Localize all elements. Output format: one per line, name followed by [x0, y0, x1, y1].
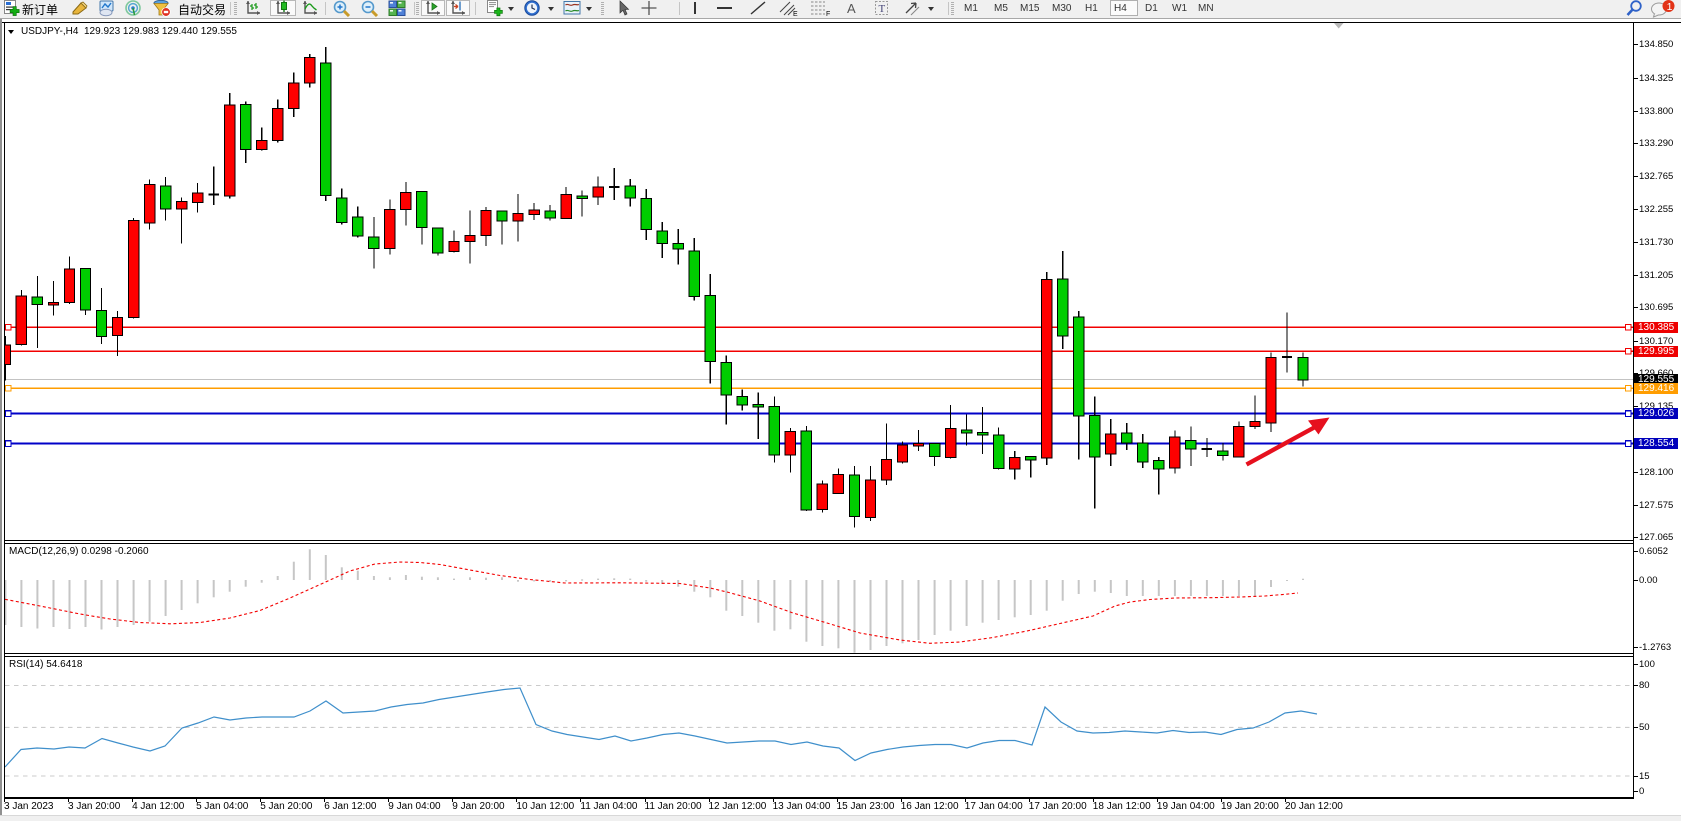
svg-text:E: E	[793, 11, 798, 17]
svg-text:F: F	[826, 11, 830, 17]
svg-text:1: 1	[1667, 1, 1673, 13]
svg-text:T: T	[879, 3, 886, 15]
